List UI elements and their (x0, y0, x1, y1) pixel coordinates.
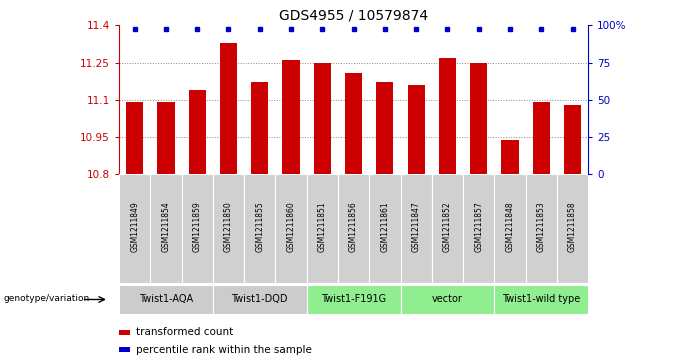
Bar (119, 347, 131, 352)
Bar (432, 174, 463, 283)
Bar (244, 174, 275, 283)
Bar (470, 62, 488, 174)
Bar (150, 174, 182, 283)
Text: GSM1211853: GSM1211853 (537, 201, 546, 252)
Bar (494, 174, 526, 283)
Text: GSM1211857: GSM1211857 (474, 201, 483, 252)
Text: GSM1211861: GSM1211861 (380, 201, 390, 252)
Text: GSM1211851: GSM1211851 (318, 201, 327, 252)
Text: GSM1211850: GSM1211850 (224, 201, 233, 252)
Bar (213, 174, 244, 283)
Text: GSM1211847: GSM1211847 (411, 201, 421, 252)
Text: GSM1211856: GSM1211856 (349, 201, 358, 252)
Text: percentile rank within the sample: percentile rank within the sample (136, 345, 311, 355)
Bar (282, 60, 300, 174)
Bar (494, 285, 588, 314)
Bar (376, 82, 394, 174)
Bar (564, 105, 581, 174)
Bar (501, 139, 519, 174)
Text: Twist1-AQA: Twist1-AQA (139, 294, 193, 304)
Bar (313, 62, 331, 174)
Bar (275, 174, 307, 283)
Text: GSM1211860: GSM1211860 (286, 201, 296, 252)
Bar (439, 58, 456, 174)
Bar (307, 285, 401, 314)
Bar (369, 174, 401, 283)
Text: Twist1-wild type: Twist1-wild type (502, 294, 581, 304)
Text: GSM1211855: GSM1211855 (255, 201, 265, 252)
Text: GSM1211852: GSM1211852 (443, 201, 452, 252)
Title: GDS4955 / 10579874: GDS4955 / 10579874 (279, 9, 428, 23)
Text: transformed count: transformed count (136, 327, 233, 337)
Bar (182, 174, 213, 283)
Bar (220, 43, 237, 174)
Text: genotype/variation: genotype/variation (3, 294, 90, 303)
Bar (119, 330, 131, 335)
Bar (157, 102, 175, 174)
Bar (307, 174, 338, 283)
Bar (526, 174, 557, 283)
Text: Twist1-DQD: Twist1-DQD (231, 294, 288, 304)
Bar (407, 85, 425, 174)
Bar (251, 82, 269, 174)
Bar (126, 102, 143, 174)
Text: GSM1211849: GSM1211849 (130, 201, 139, 252)
Bar (188, 90, 206, 174)
Text: GSM1211859: GSM1211859 (192, 201, 202, 252)
Text: vector: vector (432, 294, 463, 304)
Bar (119, 174, 150, 283)
Bar (532, 102, 550, 174)
Text: GSM1211858: GSM1211858 (568, 201, 577, 252)
Bar (557, 174, 588, 283)
Text: GSM1211848: GSM1211848 (505, 201, 515, 252)
Bar (213, 285, 307, 314)
Bar (401, 285, 494, 314)
Bar (463, 174, 494, 283)
Text: Twist1-F191G: Twist1-F191G (321, 294, 386, 304)
Bar (119, 285, 213, 314)
Bar (401, 174, 432, 283)
Bar (345, 73, 362, 174)
Text: GSM1211854: GSM1211854 (161, 201, 171, 252)
Bar (338, 174, 369, 283)
